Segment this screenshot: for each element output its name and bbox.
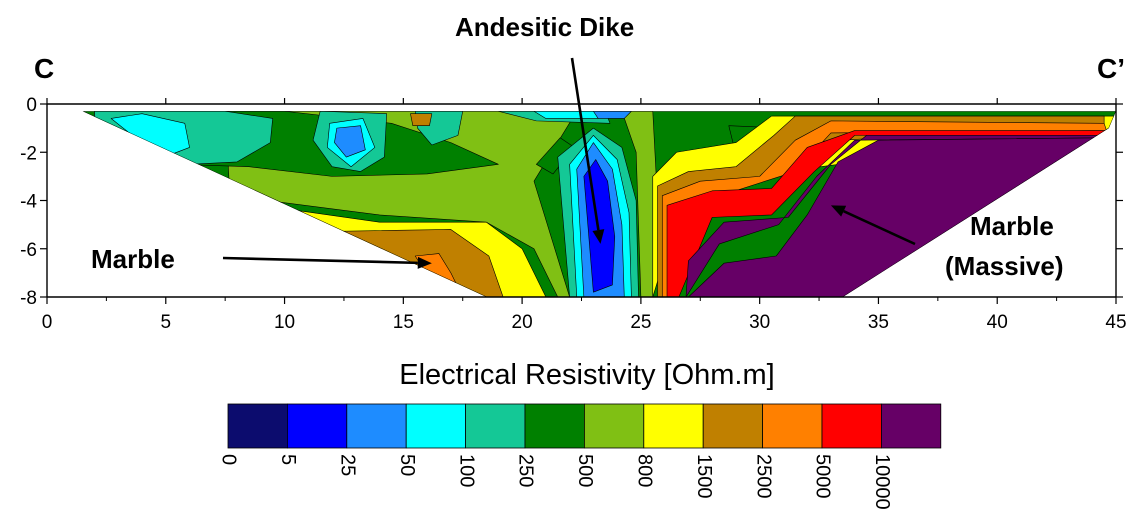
x-tick-label: 20 <box>512 312 533 333</box>
colorbar-swatch-6 <box>584 403 645 449</box>
colorbar: 0 5 25 50 100 250 500 800 1500 2500 5000 10000 <box>218 403 942 510</box>
x-tick-label: 35 <box>868 312 889 333</box>
colorbar-label: 1500 <box>693 454 715 499</box>
colorbar-label: 25 <box>337 454 359 476</box>
colorbar-swatch-3 <box>405 403 467 449</box>
colorbar-label: 800 <box>634 454 656 487</box>
annotation-andesitic-dike: Andesitic Dike <box>455 12 634 42</box>
colorbar-label: 2500 <box>752 454 774 499</box>
colorbar-label: 5 <box>277 454 299 465</box>
x-tick-label: 5 <box>160 312 171 333</box>
y-tick-label: -8 <box>20 288 37 309</box>
colorbar-swatch-1 <box>286 403 348 449</box>
arrow-marble <box>222 256 432 269</box>
x-tick-label: 30 <box>749 312 770 333</box>
annotations: Andesitic Dike Marble Marble (Massive) <box>91 12 1064 281</box>
annotation-marble: Marble <box>91 244 175 274</box>
annotation-marble-massive-line1: Marble <box>970 211 1054 241</box>
x-tick-label: 40 <box>987 312 1008 333</box>
arrow-andesitic-dike <box>570 57 605 244</box>
x-tick-label: 0 <box>42 312 53 333</box>
colorbar-label: 100 <box>455 454 477 487</box>
zone-1500-22 <box>410 113 433 127</box>
colorbar-swatch-7 <box>643 403 704 449</box>
contour-zones <box>82 111 1117 297</box>
section-end-label: C’ <box>1097 53 1125 84</box>
annotation-marble-massive-line2: (Massive) <box>945 251 1064 281</box>
x-tick-label: 25 <box>630 312 651 333</box>
section-start-label: C <box>34 53 54 84</box>
annotation-arrows <box>222 57 916 269</box>
colorbar-label: 250 <box>515 454 537 487</box>
arrow-marble-massive <box>830 205 916 246</box>
colorbar-label: 10000 <box>871 454 893 510</box>
x-axis: 0 5 10 15 20 25 30 35 40 45 <box>42 98 1127 333</box>
y-tick-label: -6 <box>20 240 37 261</box>
colorbar-swatch-10 <box>821 403 882 449</box>
x-tick-label: 10 <box>274 312 295 333</box>
colorbar-swatch-9 <box>762 403 823 449</box>
colorbar-swatch-5 <box>524 403 585 449</box>
colorbar-swatch-11 <box>881 403 942 449</box>
y-axis: 0 -2 -4 -6 -8 <box>20 95 1123 309</box>
colorbar-label: 5000 <box>812 454 834 499</box>
zone-25-14 <box>334 125 366 158</box>
y-tick-label: 0 <box>26 95 37 116</box>
y-tick-label: -4 <box>20 192 37 213</box>
colorbar-label: 50 <box>396 454 418 476</box>
colorbar-swatch-4 <box>465 403 526 449</box>
colorbar-swatch-2 <box>346 403 407 449</box>
colorbar-swatch-0 <box>227 403 288 449</box>
x-tick-label: 45 <box>1105 312 1126 333</box>
x-tick-label: 15 <box>393 312 414 333</box>
y-tick-label: -2 <box>20 143 37 164</box>
colorbar-title: Electrical Resistivity [Ohm.m] <box>399 359 774 391</box>
colorbar-label: 0 <box>218 454 240 465</box>
zone-25-16 <box>593 111 632 119</box>
colorbar-label: 500 <box>574 454 596 487</box>
colorbar-swatch-8 <box>702 403 764 449</box>
resistivity-plot: 0 5 10 15 20 25 30 35 40 45 0 -2 -4 -6 -8 <box>20 95 1126 333</box>
